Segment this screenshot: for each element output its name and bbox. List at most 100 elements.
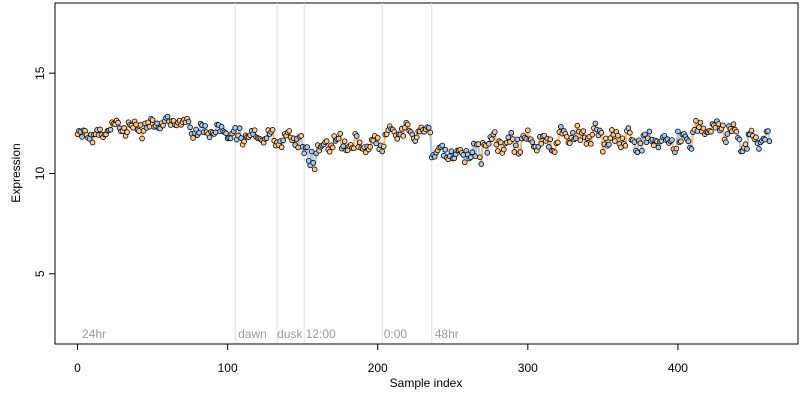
- data-point: [368, 144, 373, 149]
- data-point: [476, 142, 481, 147]
- data-point: [405, 122, 410, 127]
- phase-label-3: 12:00: [306, 327, 336, 341]
- data-point: [734, 129, 739, 134]
- data-point: [512, 150, 517, 155]
- data-point: [299, 133, 304, 138]
- data-point: [224, 131, 229, 136]
- x-tick-label-3: 300: [518, 361, 538, 375]
- data-point: [623, 143, 628, 148]
- data-point: [513, 143, 518, 148]
- data-point: [627, 130, 632, 135]
- data-point: [584, 141, 589, 146]
- data-point: [414, 135, 419, 140]
- data-point: [709, 129, 714, 134]
- data-point: [573, 136, 578, 141]
- data-point: [578, 138, 583, 143]
- data-point: [670, 138, 675, 143]
- data-point: [626, 126, 631, 131]
- data-point: [342, 139, 347, 144]
- data-point: [443, 147, 448, 152]
- data-point: [495, 149, 500, 154]
- data-point: [647, 129, 652, 134]
- data-point: [725, 132, 730, 137]
- data-point: [98, 127, 103, 132]
- data-point: [237, 126, 242, 131]
- plot-frame: [55, 3, 798, 344]
- phase-label-2: dusk: [277, 327, 303, 341]
- data-point: [140, 136, 145, 141]
- data-point: [767, 139, 772, 144]
- data-point: [530, 140, 535, 145]
- data-point: [749, 128, 754, 133]
- phase-label-5: 48hr: [435, 327, 459, 341]
- data-point: [375, 135, 380, 140]
- data-point: [564, 134, 569, 139]
- data-point: [306, 158, 311, 163]
- data-point: [525, 128, 530, 133]
- data-point: [590, 132, 595, 137]
- data-point: [155, 121, 160, 126]
- data-point: [381, 144, 386, 149]
- data-point: [686, 139, 691, 144]
- data-point: [757, 147, 762, 152]
- data-point: [270, 127, 275, 132]
- data-point: [638, 141, 643, 146]
- data-point: [80, 134, 85, 139]
- data-point: [462, 160, 467, 165]
- data-point: [357, 140, 362, 145]
- data-point: [575, 123, 580, 128]
- data-point: [473, 154, 478, 159]
- x-tick-label-4: 400: [668, 361, 688, 375]
- phase-label-1: dawn: [238, 327, 267, 341]
- x-axis-label: Sample index: [390, 376, 463, 390]
- data-point: [612, 139, 617, 144]
- x-tick-label-2: 200: [368, 361, 388, 375]
- data-point: [228, 136, 233, 141]
- data-point: [721, 123, 726, 128]
- data-point: [252, 128, 257, 133]
- data-point: [354, 134, 359, 139]
- data-point: [281, 138, 286, 143]
- data-point: [150, 118, 155, 123]
- data-point: [191, 136, 196, 141]
- data-point: [548, 137, 553, 142]
- data-point: [213, 130, 218, 135]
- data-point: [197, 130, 202, 135]
- data-point: [312, 167, 317, 172]
- phase-label-0: 24hr: [82, 327, 106, 341]
- data-point: [552, 150, 557, 155]
- data-point: [207, 135, 212, 140]
- data-point: [515, 137, 520, 142]
- phase-label-4: 0:00: [384, 327, 408, 341]
- data-point: [639, 148, 644, 153]
- data-point: [486, 141, 491, 146]
- data-point: [203, 123, 208, 128]
- data-point: [468, 155, 473, 160]
- data-point: [125, 130, 130, 135]
- data-point: [449, 149, 454, 154]
- data-point: [279, 145, 284, 150]
- data-point: [137, 129, 142, 134]
- data-point: [108, 127, 113, 132]
- data-point: [401, 134, 406, 139]
- x-tick-label-1: 100: [218, 361, 238, 375]
- data-point: [716, 122, 721, 127]
- data-point: [287, 129, 292, 134]
- y-tick-label-1: 10: [33, 167, 47, 181]
- y-tick-label-2: 15: [33, 66, 47, 80]
- data-point: [485, 150, 490, 155]
- data-point: [440, 143, 445, 148]
- data-point: [555, 140, 560, 145]
- data-point: [731, 122, 736, 127]
- data-point: [676, 129, 681, 134]
- data-point: [581, 129, 586, 134]
- data-point: [724, 140, 729, 145]
- data-point: [138, 123, 143, 128]
- data-point: [147, 124, 152, 129]
- data-point: [242, 139, 247, 144]
- data-point: [428, 130, 433, 135]
